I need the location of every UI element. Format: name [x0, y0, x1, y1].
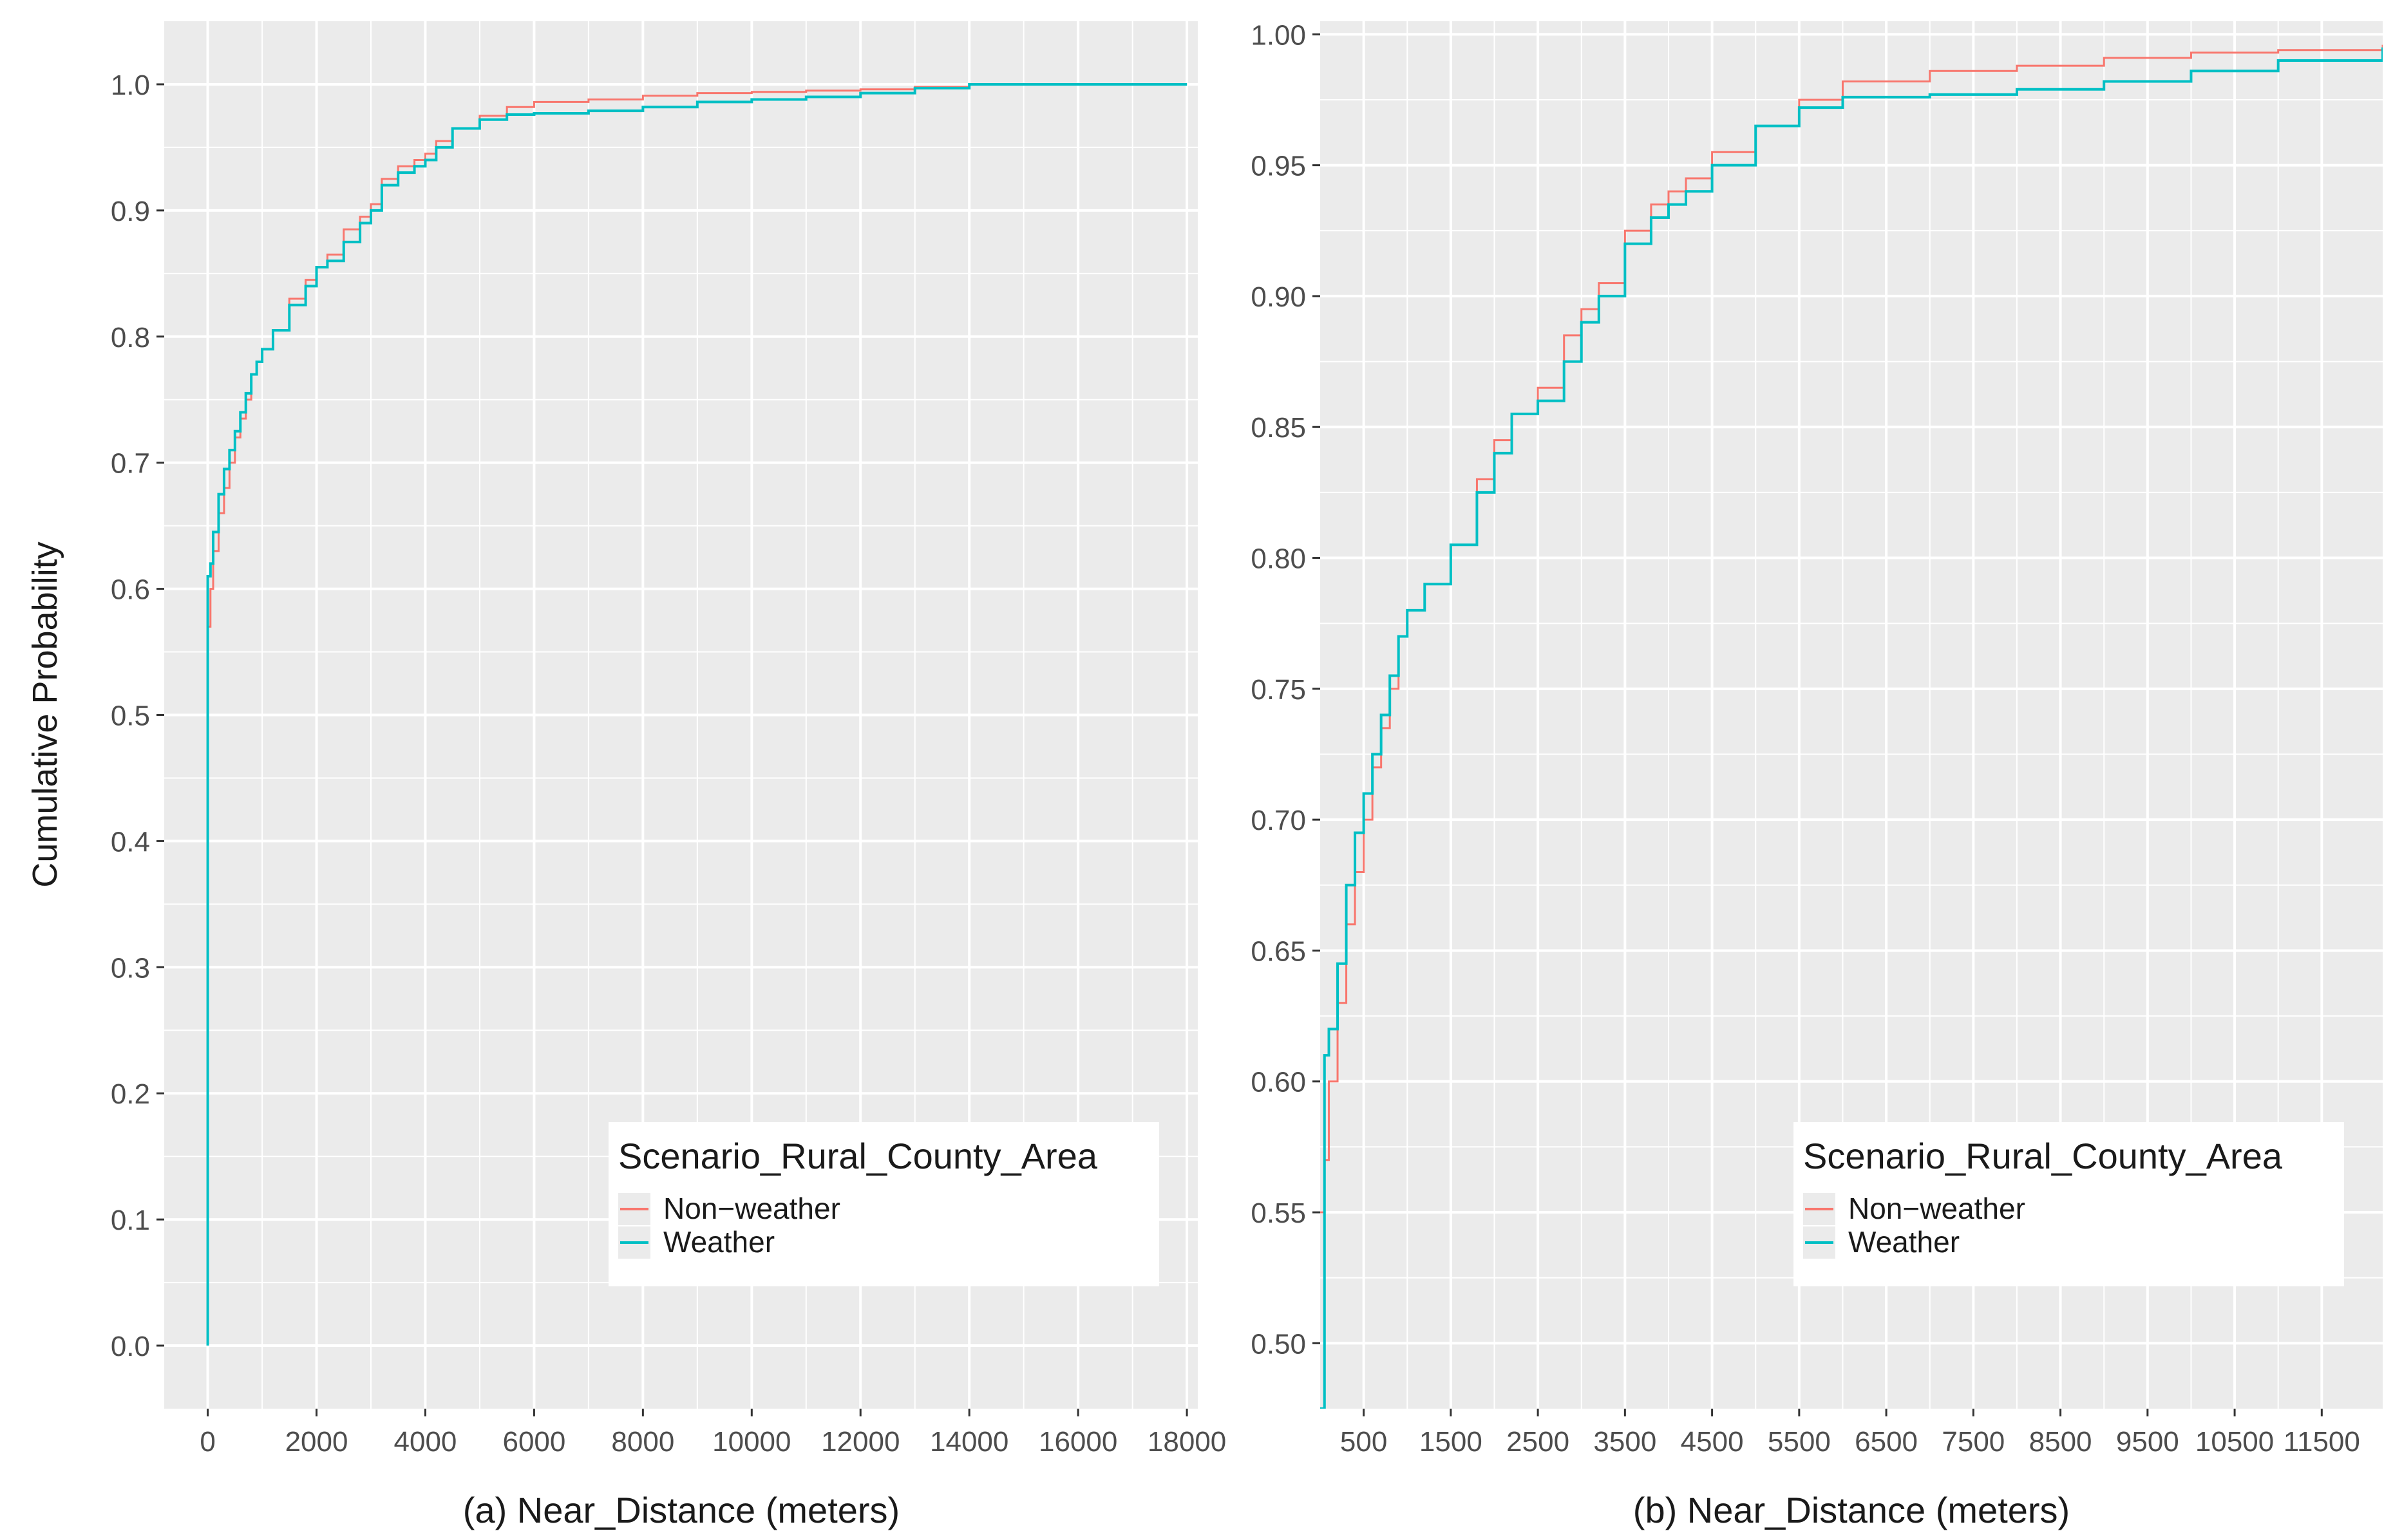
x-tick-label: 12000: [821, 1426, 900, 1458]
x-tick-label: 8000: [611, 1426, 674, 1458]
panel-b: 0.50 0.55 0.60 0.65 0.70 0.75 0.80 0.85 0.90 0.95…: [1251, 19, 2383, 1530]
x-tick-label: 2500: [1506, 1426, 1569, 1458]
legend-title: Scenario_Rural_County_Area: [618, 1136, 1098, 1176]
y-tick-label: 0.4: [111, 826, 150, 858]
legend-label: Weather: [663, 1225, 775, 1259]
y-tick-label: 0.5: [111, 700, 150, 732]
x-tick-label: 5500: [1768, 1426, 1831, 1458]
y-tick-label: 0.3: [111, 952, 150, 984]
legend-box: [1793, 1122, 2344, 1286]
legend-label: Weather: [1848, 1225, 1960, 1259]
panel-a: 0.0 0.1 0.2 0.3 0.4 0.5 0.6 0.7 0.8 0.9 1.0 0 2000 40…: [111, 21, 1226, 1530]
y-tick-label: 0.85: [1251, 412, 1306, 444]
y-tick-label: 0.2: [111, 1078, 150, 1110]
legend-box: [609, 1122, 1159, 1286]
x-tick-label: 14000: [930, 1426, 1008, 1458]
y-tick-label: 0.7: [111, 448, 150, 480]
x-tick-label: 10000: [712, 1426, 791, 1458]
x-tick-label: 18000: [1148, 1426, 1226, 1458]
y-tick-label: 0.95: [1251, 151, 1306, 182]
x-tick-label: 6000: [502, 1426, 565, 1458]
legend-label: Non−weather: [663, 1192, 840, 1225]
series-line-non-weather: [207, 83, 1187, 639]
y-tick-label: 0.75: [1251, 674, 1306, 706]
x-tick-label: 1500: [1419, 1426, 1482, 1458]
x-tick-label: 500: [1340, 1426, 1387, 1458]
y-tick-label: 1.00: [1251, 19, 1306, 51]
x-tick-label: 4000: [394, 1426, 457, 1458]
y-tick-label: 0.50: [1251, 1328, 1306, 1360]
y-tick-label: 0.60: [1251, 1067, 1306, 1098]
y-tick-label: 0.0: [111, 1331, 150, 1362]
y-tick-label: 0.1: [111, 1205, 150, 1236]
x-tick-label: 10500: [2195, 1426, 2274, 1458]
x-tick-label: 16000: [1039, 1426, 1117, 1458]
series-line-weather: [206, 82, 1187, 1346]
x-axis-title: (a) Near_Distance (meters): [463, 1490, 900, 1530]
y-tick-label: 0.70: [1251, 805, 1306, 836]
legend-title: Scenario_Rural_County_Area: [1803, 1136, 2283, 1176]
x-tick-label: 6500: [1855, 1426, 1918, 1458]
x-tick-label: 4500: [1681, 1426, 1744, 1458]
series-line-non-weather: [1320, 44, 2383, 1214]
y-tick-label: 0.8: [111, 322, 150, 353]
x-tick-label: 8500: [2029, 1426, 2092, 1458]
x-tick-label: 3500: [1593, 1426, 1656, 1458]
y-tick-label: 0.6: [111, 574, 150, 606]
y-tick-label: 0.55: [1251, 1197, 1306, 1229]
x-tick-label: 7500: [1942, 1426, 2005, 1458]
y-axis-title: Cumulative Probability: [26, 541, 64, 887]
y-tick-label: 0.90: [1251, 281, 1306, 313]
y-tick-label: 1.0: [111, 70, 150, 101]
y-tick-label: 0.9: [111, 196, 150, 227]
x-tick-label: 0: [200, 1426, 215, 1458]
x-axis-title: (b) Near_Distance (meters): [1633, 1490, 2070, 1530]
series-line-weather: [1320, 47, 2383, 1409]
x-tick-label: 2000: [285, 1426, 348, 1458]
x-tick-label: 9500: [2116, 1426, 2179, 1458]
legend-label: Non−weather: [1848, 1192, 2025, 1225]
y-tick-label: 0.65: [1251, 935, 1306, 967]
x-tick-label: 11500: [2284, 1426, 2360, 1458]
y-tick-label: 0.80: [1251, 543, 1306, 575]
